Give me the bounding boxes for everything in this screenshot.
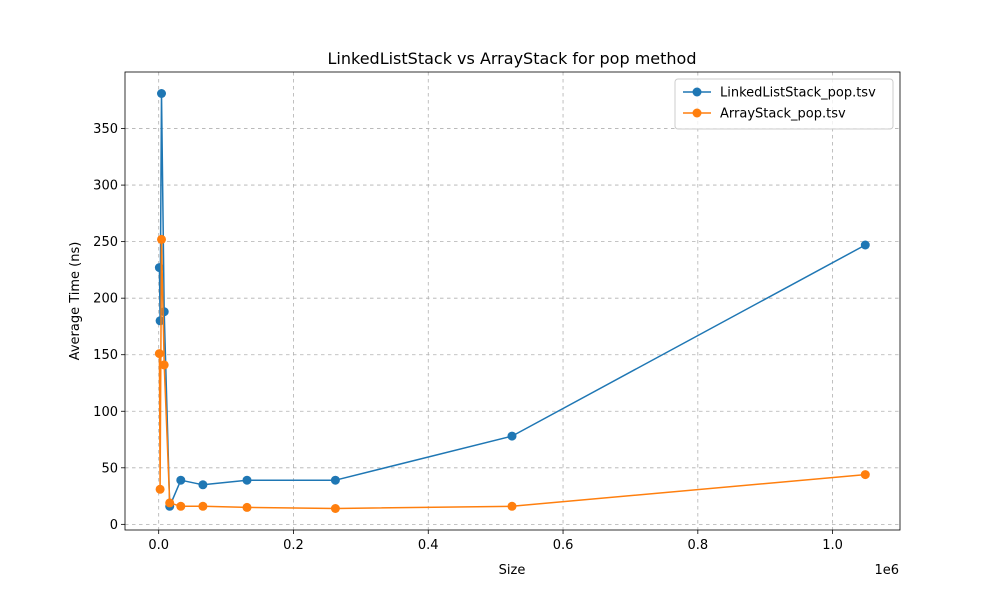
x-axis-offset-label: 1e6 bbox=[874, 563, 899, 578]
series-0-point bbox=[507, 431, 517, 441]
grid bbox=[125, 72, 900, 530]
y-tick-label: 250 bbox=[93, 235, 118, 250]
series-1-point bbox=[198, 501, 208, 511]
series-1-point bbox=[330, 504, 340, 513]
series-1-point bbox=[176, 501, 186, 511]
y-tick-label: 350 bbox=[93, 122, 118, 137]
x-tick-label: 0.0 bbox=[148, 538, 169, 553]
series-0-point bbox=[157, 89, 166, 98]
series-0-point bbox=[176, 475, 186, 485]
y-tick-label: 300 bbox=[93, 179, 118, 194]
legend-box bbox=[674, 78, 894, 130]
series-1-point bbox=[159, 360, 169, 370]
x-tick-label: 0.6 bbox=[553, 538, 574, 553]
y-tick-label: 0 bbox=[110, 518, 118, 533]
series-1-point bbox=[165, 498, 175, 508]
y-tick-label: 200 bbox=[93, 292, 118, 307]
y-tick-label: 100 bbox=[93, 405, 118, 420]
legend: LinkedListStack_pop.tsv ArrayStack_pop.t… bbox=[674, 78, 894, 130]
series-0-point bbox=[155, 316, 165, 326]
series-1-point bbox=[154, 349, 164, 359]
series-0-point bbox=[330, 475, 340, 485]
y-axis-ticks: 0 50 100 150 200 250 300 350 bbox=[93, 122, 125, 533]
series-line-0 bbox=[158, 92, 866, 508]
legend-marker-linkedliststack bbox=[692, 87, 702, 97]
series-1-point bbox=[242, 502, 252, 512]
series-layer bbox=[154, 89, 870, 513]
series-0-point bbox=[159, 307, 169, 317]
plot-frame bbox=[124, 71, 901, 531]
series-0-point bbox=[860, 240, 870, 250]
x-axis-label: Size bbox=[499, 563, 526, 578]
series-1-point bbox=[157, 234, 166, 244]
x-tick-label: 1.0 bbox=[822, 538, 843, 553]
y-tick-label: 50 bbox=[101, 461, 118, 476]
x-axis-ticks: 0.0 0.2 0.4 0.6 0.8 1.0 bbox=[148, 530, 843, 553]
series-1-point bbox=[507, 501, 517, 511]
legend-label-linkedliststack: LinkedListStack_pop.tsv bbox=[720, 86, 876, 101]
x-tick-label: 0.2 bbox=[283, 538, 304, 553]
series-0-point bbox=[242, 475, 252, 485]
chart-title: LinkedListStack vs ArrayStack for pop me… bbox=[328, 49, 697, 68]
y-tick-label: 150 bbox=[93, 348, 118, 363]
series-1-point bbox=[155, 484, 165, 494]
legend-marker-arraystack bbox=[692, 108, 702, 118]
x-tick-label: 0.8 bbox=[687, 538, 708, 553]
series-1-point bbox=[860, 470, 870, 480]
legend-label-arraystack: ArrayStack_pop.tsv bbox=[720, 107, 846, 122]
x-tick-label: 0.4 bbox=[418, 538, 439, 553]
y-axis-label: Average Time (ns) bbox=[68, 242, 83, 361]
series-0-point bbox=[198, 480, 208, 490]
